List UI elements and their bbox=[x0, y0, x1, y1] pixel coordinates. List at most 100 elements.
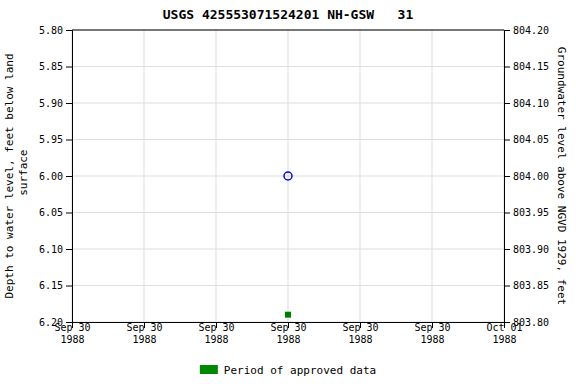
legend-swatch bbox=[200, 365, 218, 374]
tick: 5.95 bbox=[39, 134, 72, 145]
axis-line bbox=[66, 31, 73, 323]
tick: Sep 301988 bbox=[198, 322, 234, 345]
tick: 6.00 bbox=[39, 171, 72, 182]
tick-label: 6.15 bbox=[39, 280, 63, 291]
tick-label: 5.95 bbox=[39, 134, 63, 145]
tick-line bbox=[66, 176, 72, 177]
tick-label: 6.10 bbox=[39, 244, 63, 255]
tick-label: 804.15 bbox=[513, 61, 549, 72]
tick-label: 5.80 bbox=[39, 25, 63, 36]
tick-label: 6.20 bbox=[39, 317, 63, 328]
tick: 803.80 bbox=[504, 317, 549, 328]
tick-line bbox=[66, 67, 72, 68]
tick-label-line: 1988 bbox=[132, 334, 156, 345]
tick-line bbox=[504, 176, 510, 177]
legend-item: Period of approved data bbox=[200, 364, 376, 377]
tick-line bbox=[66, 140, 72, 141]
tick-label: 803.90 bbox=[513, 244, 549, 255]
tick-line bbox=[504, 213, 510, 214]
point bbox=[284, 172, 292, 180]
tick-label-line: Sep 30 bbox=[342, 322, 378, 333]
tick-label: Sep 301988 bbox=[126, 322, 162, 345]
tick-line bbox=[504, 30, 510, 31]
tick: Sep 301988 bbox=[342, 322, 378, 345]
grid-line bbox=[360, 30, 361, 322]
tick-label: Sep 301988 bbox=[198, 322, 234, 345]
tick: 6.20 bbox=[39, 317, 72, 328]
tick-label-line: 1988 bbox=[60, 334, 84, 345]
grid bbox=[72, 30, 504, 322]
tick-line bbox=[66, 30, 72, 31]
frame-line bbox=[72, 30, 504, 31]
tick-line bbox=[66, 249, 72, 250]
tick-line bbox=[504, 322, 510, 323]
tick: 803.90 bbox=[504, 244, 549, 255]
legend: Period of approved data bbox=[200, 364, 376, 377]
tick-label: Sep 301988 bbox=[342, 322, 378, 345]
tick-label-line: Sep 30 bbox=[414, 322, 450, 333]
tick-label: 6.05 bbox=[39, 207, 63, 218]
axis-line bbox=[505, 31, 511, 323]
y2-axis-title: Groundwater level above NGVD 1929, feet bbox=[555, 47, 568, 305]
tick: 6.10 bbox=[39, 244, 72, 255]
grid-line bbox=[288, 30, 289, 322]
tick: Sep 301988 bbox=[270, 322, 306, 345]
tick-label-line: 1988 bbox=[204, 334, 228, 345]
tick-label: 804.05 bbox=[513, 134, 549, 145]
tick: 804.10 bbox=[504, 98, 549, 109]
tick-label: 5.90 bbox=[39, 98, 63, 109]
tick-line bbox=[504, 103, 510, 104]
tick-line bbox=[66, 213, 72, 214]
legend-label: Period of approved data bbox=[224, 364, 376, 377]
grid-line bbox=[72, 30, 504, 31]
tick: 804.00 bbox=[504, 171, 549, 182]
tick: 5.90 bbox=[39, 98, 72, 109]
tick-label-line: 1988 bbox=[276, 334, 300, 345]
tick: 6.15 bbox=[39, 280, 72, 291]
tick: 5.85 bbox=[39, 61, 72, 72]
tick-label: 803.80 bbox=[513, 317, 549, 328]
tick-line bbox=[504, 249, 510, 250]
y-axis: 5.80 5.85 5.90 5.95 6.00 6.05 6.10 6.15 6.20 bbox=[39, 25, 73, 328]
plot: Sep 301988Sep 301988Sep 301988Sep 301988… bbox=[3, 25, 568, 345]
x-axis: Sep 301988Sep 301988Sep 301988Sep 301988… bbox=[54, 322, 522, 345]
tick-line bbox=[66, 286, 72, 287]
tick-label: 804.20 bbox=[513, 25, 549, 36]
tick: 803.85 bbox=[504, 280, 549, 291]
tick-label: 804.10 bbox=[513, 98, 549, 109]
tick-label-line: 1988 bbox=[492, 334, 516, 345]
tick-label-line: 1988 bbox=[420, 334, 444, 345]
tick-label: Sep 301988 bbox=[270, 322, 306, 345]
tick: 804.05 bbox=[504, 134, 549, 145]
title: USGS 425553071524201 NH-GSW 31 bbox=[163, 7, 414, 22]
grid-line bbox=[432, 30, 433, 322]
y-axis-title-line: Depth to water level, feet below land bbox=[3, 53, 16, 298]
tick-line bbox=[66, 322, 72, 323]
tick: 804.15 bbox=[504, 61, 549, 72]
tick-label: 804.00 bbox=[513, 171, 549, 182]
tick-line bbox=[66, 103, 72, 104]
tick: Sep 301988 bbox=[414, 322, 450, 345]
tick-label: 5.85 bbox=[39, 61, 63, 72]
point bbox=[285, 312, 291, 318]
y2-axis: 804.20 804.15 804.10 804.05 804.00 803.95 803.… bbox=[504, 25, 549, 328]
tick-line bbox=[504, 140, 510, 141]
tick: 803.95 bbox=[504, 207, 549, 218]
tick-label: 803.95 bbox=[513, 207, 549, 218]
grid-line bbox=[216, 30, 217, 322]
grid-line bbox=[144, 30, 145, 322]
tick-label: 803.85 bbox=[513, 280, 549, 291]
tick-label: Sep 301988 bbox=[414, 322, 450, 345]
tick-label-line: Sep 30 bbox=[126, 322, 162, 333]
tick-label: 6.00 bbox=[39, 171, 63, 182]
tick-label-line: 1988 bbox=[348, 334, 372, 345]
y-axis-title-line: surface bbox=[17, 150, 30, 203]
tick: 6.05 bbox=[39, 207, 72, 218]
marks bbox=[284, 172, 292, 318]
tick-line bbox=[504, 286, 510, 287]
y-axis-title: Depth to water level, feet below land su… bbox=[3, 53, 29, 298]
tick-line bbox=[504, 67, 510, 68]
tick-label-line: Sep 30 bbox=[198, 322, 234, 333]
tick-label-line: Sep 30 bbox=[270, 322, 306, 333]
tick: 804.20 bbox=[504, 25, 549, 36]
